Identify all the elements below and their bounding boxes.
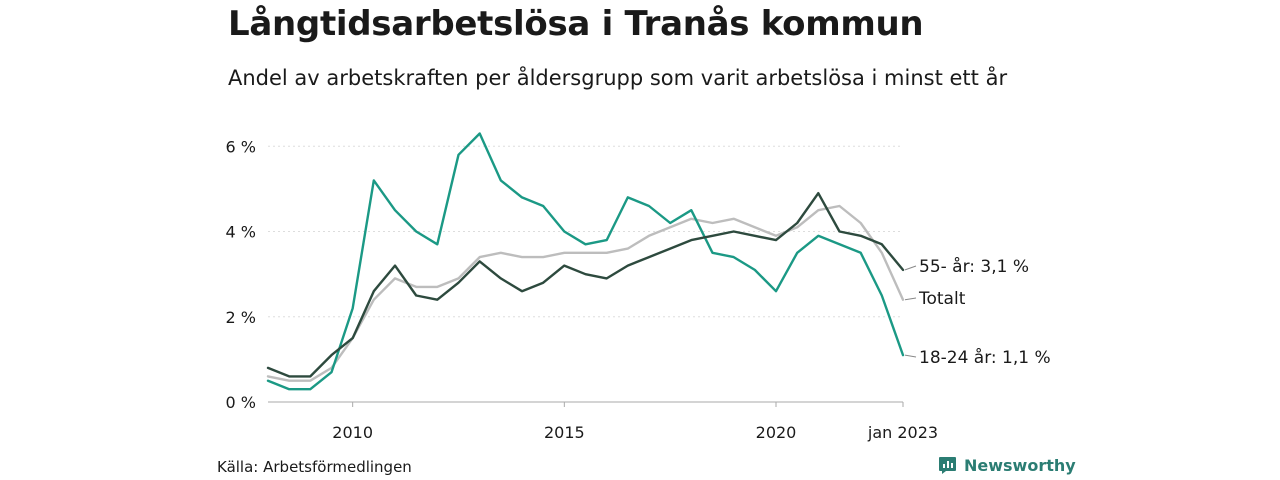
x-tick-label: 2015 — [544, 423, 585, 442]
series-line-youth — [266, 132, 905, 391]
brand-name: Newsworthy — [964, 456, 1076, 475]
series-line-s55 — [266, 191, 905, 378]
series-end-label-total: Totalt — [918, 289, 966, 309]
y-tick-label: 0 % — [226, 393, 256, 412]
newsworthy-chart-icon — [939, 457, 956, 474]
y-tick-label: 2 % — [226, 308, 256, 327]
chart-title: Långtidsarbetslösa i Tranås kommun — [228, 4, 924, 44]
series-line-total — [266, 204, 905, 382]
series-label-connector — [904, 265, 917, 271]
x-tick-label: jan 2023 — [867, 423, 938, 442]
y-tick-label: 6 % — [226, 137, 256, 156]
source-note: Källa: Arbetsförmedlingen — [217, 458, 412, 476]
x-tick-label: 2020 — [756, 423, 797, 442]
series-end-label-s55: 55- år: 3,1 % — [919, 256, 1029, 277]
y-tick-label: 4 % — [226, 223, 256, 242]
x-tick-label: 2010 — [332, 423, 373, 442]
chart-subtitle: Andel av arbetskraften per åldersgrupp s… — [228, 66, 1008, 90]
series-label-connector — [904, 297, 917, 301]
newsworthy-logo[interactable]: Newsworthy — [938, 456, 1076, 475]
series-end-label-youth: 18-24 år: 1,1 % — [919, 347, 1051, 368]
series-label-connector — [904, 354, 917, 358]
